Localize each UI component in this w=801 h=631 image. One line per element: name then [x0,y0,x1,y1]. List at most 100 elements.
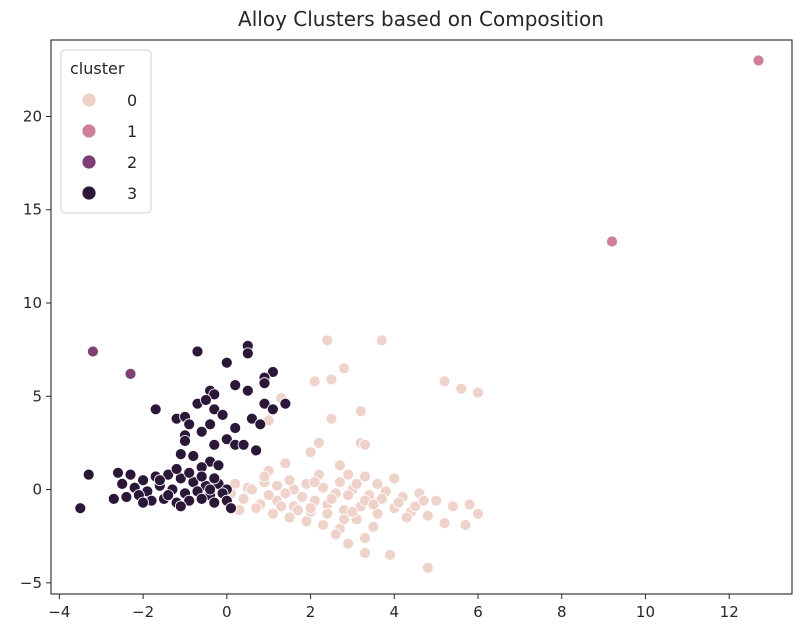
point-cluster-0 [325,492,338,505]
point-cluster-3 [229,379,242,392]
point-cluster-3 [137,474,150,487]
point-cluster-0 [359,470,371,483]
x-tick-label: −2 [132,603,154,621]
point-cluster-0 [367,520,380,533]
legend-label: 2 [127,153,137,172]
point-cluster-0 [367,498,380,511]
chart-title: Alloy Clusters based on Composition [238,7,604,31]
point-cluster-0 [296,491,309,503]
point-cluster-3 [245,412,258,425]
point-cluster-3 [153,474,166,487]
legend-label: 1 [127,122,137,141]
point-cluster-0 [283,474,296,487]
legend-marker [81,185,97,201]
point-cluster-2 [124,367,137,380]
point-cluster-0 [384,548,397,561]
point-cluster-3 [254,418,267,431]
y-tick-label: 15 [23,201,42,219]
legend-marker [81,123,97,139]
point-cluster-3 [208,388,221,401]
point-cluster-3 [220,356,233,369]
point-cluster-0 [421,509,434,522]
point-cluster-0 [250,502,263,515]
point-cluster-0 [421,562,434,574]
point-cluster-3 [208,472,221,485]
point-cluster-0 [292,504,304,517]
point-cluster-3 [124,468,137,481]
point-cluster-3 [266,403,279,416]
x-tick-label: 2 [306,603,316,621]
x-tick-label: −4 [48,603,70,621]
point-cluster-0 [392,496,405,509]
point-cluster-3 [204,483,217,496]
point-cluster-0 [308,476,321,489]
point-cluster-0 [312,436,325,449]
point-cluster-3 [237,438,250,451]
point-cluster-0 [472,507,484,520]
point-cluster-3 [112,466,124,479]
point-cluster-0 [325,412,338,425]
point-cluster-3 [74,502,87,515]
legend-title: cluster [70,59,125,78]
legend-items: 0 1 2 3 [81,91,137,203]
point-cluster-0 [317,481,330,494]
point-cluster-3 [162,468,175,481]
point-cluster-3 [241,347,254,360]
point-cluster-0 [262,489,275,502]
point-cluster-0 [346,505,359,518]
point-cluster-3 [216,408,229,421]
point-cluster-0 [359,532,371,544]
point-cluster-0 [338,513,351,526]
point-cluster-3 [191,345,204,358]
point-cluster-3 [250,444,263,457]
point-cluster-0 [342,468,355,481]
point-cluster-1 [606,235,618,248]
point-cluster-0 [317,519,330,531]
point-cluster-3 [279,397,292,410]
point-cluster-3 [258,397,271,410]
point-cluster-3 [183,494,196,507]
point-cluster-0 [417,494,430,507]
point-cluster-3 [195,470,208,483]
point-cluster-3 [199,394,212,406]
point-cluster-0 [304,446,317,459]
point-cluster-0 [438,517,451,529]
point-cluster-3 [170,463,183,475]
legend-marker [81,154,97,170]
point-cluster-0 [275,500,288,513]
point-cluster-3 [204,418,217,431]
x-tick-label: 4 [390,603,400,621]
point-cluster-0 [308,375,321,388]
points-layer [74,54,765,574]
point-cluster-0 [375,492,388,505]
y-tick-label: −5 [20,574,42,592]
point-cluster-3 [208,496,221,509]
point-cluster-0 [342,489,355,502]
point-cluster-0 [279,487,292,500]
point-cluster-3 [195,425,208,438]
point-cluster-0 [455,382,468,395]
point-cluster-0 [430,494,443,507]
y-tick-label: 0 [32,481,42,499]
point-cluster-3 [179,435,191,447]
point-cluster-3 [174,500,187,513]
point-cluster-0 [400,511,413,524]
point-cluster-3 [212,459,225,472]
point-cluster-0 [463,498,476,511]
point-cluster-3 [225,502,237,515]
point-cluster-3 [241,384,254,397]
x-tick-label: 12 [720,603,739,621]
x-tick-label: 10 [636,603,655,621]
point-cluster-0 [258,470,271,483]
point-cluster-3 [266,366,279,378]
point-cluster-3 [120,491,133,503]
point-cluster-0 [279,457,292,470]
point-cluster-0 [375,334,388,347]
point-cluster-3 [258,377,271,390]
point-cluster-0 [333,459,346,472]
point-cluster-0 [350,477,363,490]
point-cluster-0 [371,477,384,490]
point-cluster-3 [116,477,129,490]
point-cluster-3 [107,492,120,505]
